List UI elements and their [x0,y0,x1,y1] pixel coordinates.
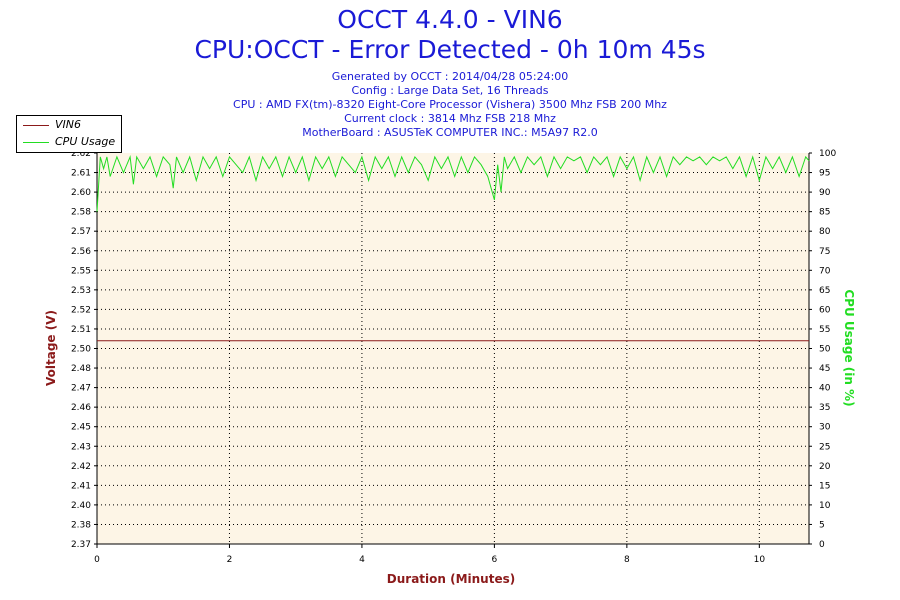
y-tick-label-right: 25 [819,442,830,452]
chart-subtitle: CPU:OCCT - Error Detected - 0h 10m 45s [194,35,706,64]
y-tick-label-left: 2.48 [71,364,91,374]
legend-label-cpu-usage: CPU Usage [55,135,116,148]
right-axis-ticks: 0 5 10 15 20 25 30 35 40 45 50 55 60 65 70 75 80 85 90 95 10… [809,149,836,550]
x-axis-ticks: 0 2 4 6 8 10 [94,544,765,565]
y-tick-label-right: 40 [819,384,831,394]
y-tick-label-left: 2.42 [71,462,91,472]
x-tick-label: 0 [94,555,100,565]
info-config: Config : Large Data Set, 16 Threads [351,84,549,97]
info-motherboard: MotherBoard : ASUSTeK COMPUTER INC.: M5A… [302,126,598,139]
legend-label-vin6: VIN6 [55,118,81,131]
series-group [96,154,810,342]
x-axis-label: Duration (Minutes) [387,572,515,586]
y-axis-label-left: Voltage (V) [44,310,58,386]
y-tick-label-left: 2.43 [71,442,91,452]
y-axis-label-right: CPU Usage (in %) [842,289,856,406]
y-tick-label-left: 2.47 [71,384,91,394]
y-tick-label-left: 2.45 [71,423,91,433]
y-tick-label-right: 30 [819,423,831,433]
y-tick-label-left: 2.40 [71,501,91,511]
y-tick-label-left: 2.50 [71,345,91,355]
legend-item-vin6: VIN6 [23,118,81,132]
y-tick-label-left: 2.61 [71,169,91,179]
series-line-cpu-usage [96,154,810,212]
y-tick-label-left: 2.57 [71,227,91,237]
y-tick-label-left: 2.38 [71,520,91,530]
legend-swatch-vin6 [23,124,49,126]
y-tick-label-right: 15 [819,481,830,491]
chart-title: OCCT 4.4.0 - VIN6 [337,5,563,34]
info-clock: Current clock : 3814 Mhz FSB 218 Mhz [344,112,556,125]
x-tick-label: 4 [359,555,365,565]
y-tick-label-right: 95 [819,169,830,179]
y-tick-label-right: 90 [819,188,831,198]
legend-swatch-cpu-usage [23,141,49,143]
y-tick-label-right: 0 [819,540,825,550]
info-cpu: CPU : AMD FX(tm)-8320 Eight-Core Process… [233,98,667,111]
x-tick-label: 10 [754,555,766,565]
y-tick-label-left: 2.55 [71,266,91,276]
y-tick-label-right: 10 [819,501,831,511]
legend: VIN6 CPU Usage [16,115,122,153]
x-tick-label: 2 [227,555,233,565]
y-tick-label-right: 65 [819,286,830,296]
y-tick-label-left: 2.41 [71,481,91,491]
legend-item-cpu-usage: CPU Usage [23,135,115,149]
y-tick-label-left: 2.58 [71,208,91,218]
y-tick-label-right: 5 [819,520,825,530]
y-tick-label-left: 2.56 [71,247,91,257]
y-tick-label-right: 80 [819,227,831,237]
left-axis-ticks: 2.37 2.38 2.40 2.41 2.42 2.43 2.45 2.46 2.47 2.48… [71,149,97,550]
y-tick-label-right: 70 [819,266,831,276]
y-tick-label-right: 35 [819,403,830,413]
y-tick-label-right: 85 [819,208,830,218]
y-tick-label-left: 2.51 [71,325,91,335]
y-tick-label-right: 20 [819,462,831,472]
y-tick-label-right: 50 [819,345,831,355]
y-tick-label-left: 2.37 [71,540,91,550]
y-tick-label-right: 60 [819,305,831,315]
y-tick-label-right: 55 [819,325,830,335]
y-tick-label-right: 45 [819,364,830,374]
y-tick-label-left: 2.53 [71,286,91,296]
x-tick-label: 8 [624,555,630,565]
y-tick-label-left: 2.60 [71,188,91,198]
info-generated: Generated by OCCT : 2014/04/28 05:24:00 [331,70,569,83]
y-tick-label-left: 2.46 [71,403,91,413]
y-tick-label-right: 75 [819,247,830,257]
y-tick-label-right: 100 [819,149,836,159]
x-tick-label: 6 [492,555,498,565]
y-tick-label-left: 2.52 [71,305,91,315]
y-tick-label-left: 2.62 [71,149,91,159]
